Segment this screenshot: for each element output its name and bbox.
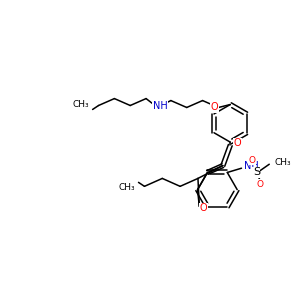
Text: CH₃: CH₃ [274, 158, 291, 167]
Text: O: O [211, 103, 218, 112]
Text: CH₃: CH₃ [119, 183, 136, 192]
Text: O: O [257, 180, 264, 189]
Text: NH: NH [244, 161, 259, 171]
Text: O: O [249, 156, 256, 165]
Text: O: O [233, 138, 241, 148]
Text: O: O [200, 203, 207, 213]
Text: S: S [253, 167, 260, 177]
Text: NH: NH [153, 100, 167, 110]
Text: CH₃: CH₃ [73, 100, 90, 109]
